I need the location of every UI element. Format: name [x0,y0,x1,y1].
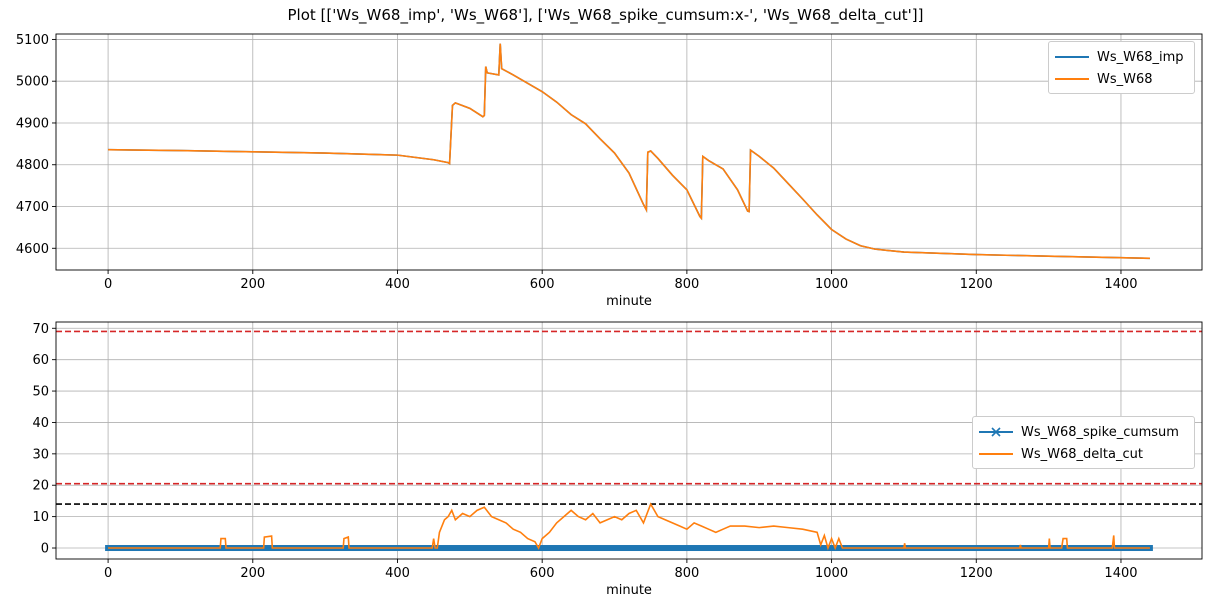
top-ytick-label: 4700 [16,200,49,215]
bottom-xtick-label: 400 [385,566,410,581]
top-xtick-label: 1000 [815,277,848,292]
legend-item: Ws_W68_spike_cumsum [979,421,1188,443]
bottom-xtick-label: 800 [674,566,699,581]
legend-swatch-blue-line [1055,50,1089,64]
top-xtick-label: 600 [530,277,555,292]
bottom-xtick-label: 1400 [1104,566,1137,581]
bottom-series-1 [108,502,1150,551]
legend-label: Ws_W68_imp [1097,49,1184,65]
bottom-xtick-label: 600 [530,566,555,581]
top-axes-frame [55,33,1203,271]
bottom-xtick-label: 0 [104,566,112,581]
top-ytick-label: 4600 [16,242,49,257]
bottom-ytick-label: 60 [32,353,49,368]
legend-item: Ws_W68_delta_cut [979,443,1188,465]
bottom-xtick-label: 200 [240,566,265,581]
bottom-xtick-label: 1000 [815,566,848,581]
top-ytick-label: 5100 [16,33,49,48]
top-xtick-label: 200 [240,277,265,292]
bottom-axes-frame [55,321,1203,560]
top-xtick-label: 400 [385,277,410,292]
top-xtick-label: 0 [104,277,112,292]
top-ytick-label: 4800 [16,158,49,173]
bottom-legend: Ws_W68_spike_cumsum Ws_W68_delta_cut [972,416,1195,469]
top-xtick-label: 1400 [1104,277,1137,292]
legend-item: Ws_W68_imp [1055,46,1188,68]
top-ytick-label: 5000 [16,75,49,90]
legend-item: Ws_W68 [1055,68,1188,90]
bottom-ytick-label: 0 [41,542,49,557]
legend-swatch-blue-x-marker [979,425,1013,439]
bottom-ytick-label: 20 [32,479,49,494]
top-axis-xlabel: minute [606,294,652,309]
bottom-xtick-label: 1200 [960,566,993,581]
bottom-ytick-label: 70 [32,322,49,337]
legend-label: Ws_W68_spike_cumsum [1021,424,1179,440]
bottom-ytick-label: 50 [32,385,49,400]
top-series-1 [108,43,1150,260]
legend-swatch-orange-line [1055,72,1089,86]
top-ytick-label: 4900 [16,116,49,131]
legend-label: Ws_W68_delta_cut [1021,446,1143,462]
top-xtick-label: 1200 [960,277,993,292]
bottom-ytick-label: 30 [32,447,49,462]
legend-swatch-orange-line [979,447,1013,461]
figure-title: Plot [['Ws_W68_imp', 'Ws_W68'], ['Ws_W68… [287,6,924,24]
top-series-0 [108,43,1150,260]
legend-label: Ws_W68 [1097,71,1153,87]
top-xtick-label: 800 [674,277,699,292]
bottom-axis-xlabel: minute [606,583,652,598]
top-legend: Ws_W68_imp Ws_W68 [1048,41,1195,94]
bottom-ytick-label: 10 [32,510,49,525]
bottom-ytick-label: 40 [32,416,49,431]
